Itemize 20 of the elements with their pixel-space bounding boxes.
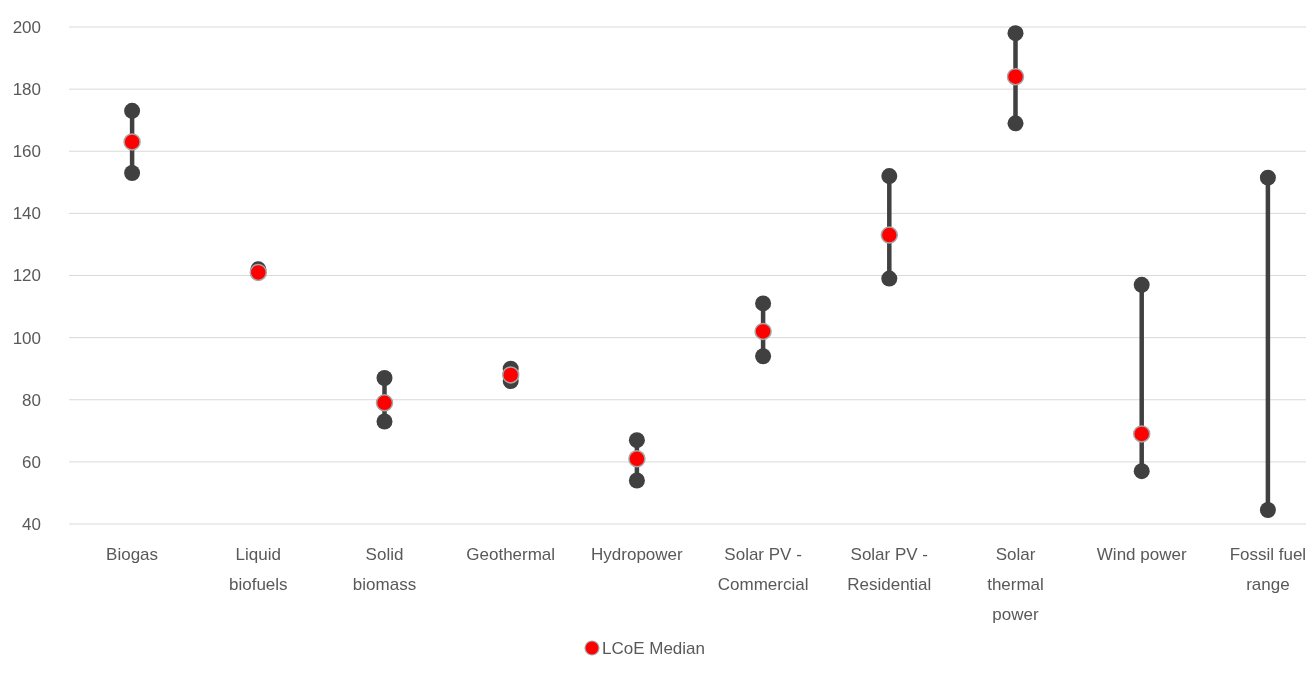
y-tick-label: 140: [12, 204, 41, 224]
y-tick-label: 60: [22, 452, 41, 472]
y-tick-label: 160: [12, 142, 41, 162]
y-tick-label: 100: [12, 328, 41, 348]
legend-label: LCoE Median: [602, 638, 706, 658]
x-tick-label: Liquid biofuels: [229, 545, 288, 594]
y-tick-label: 120: [12, 266, 41, 286]
y-tick-label: 200: [12, 17, 41, 37]
y-tick-label: 80: [22, 390, 41, 410]
x-tick-label: Solar thermal power: [987, 545, 1044, 624]
y-tick-label: 180: [12, 80, 41, 100]
x-tick-label: Fossil fuel range: [1229, 545, 1307, 594]
y-tick-label: 40: [22, 514, 41, 534]
x-tick-label: Geothermal: [466, 545, 556, 564]
x-tick-label: Solid biomass: [352, 545, 417, 594]
x-tick-label: Solar PV - Commercial: [717, 545, 809, 594]
x-tick-label: Hydropower: [591, 545, 684, 564]
x-tick-label: Solar PV - Residential: [847, 545, 932, 594]
x-tick-label: Wind power: [1096, 545, 1187, 564]
x-tick-label: Biogas: [106, 545, 159, 564]
